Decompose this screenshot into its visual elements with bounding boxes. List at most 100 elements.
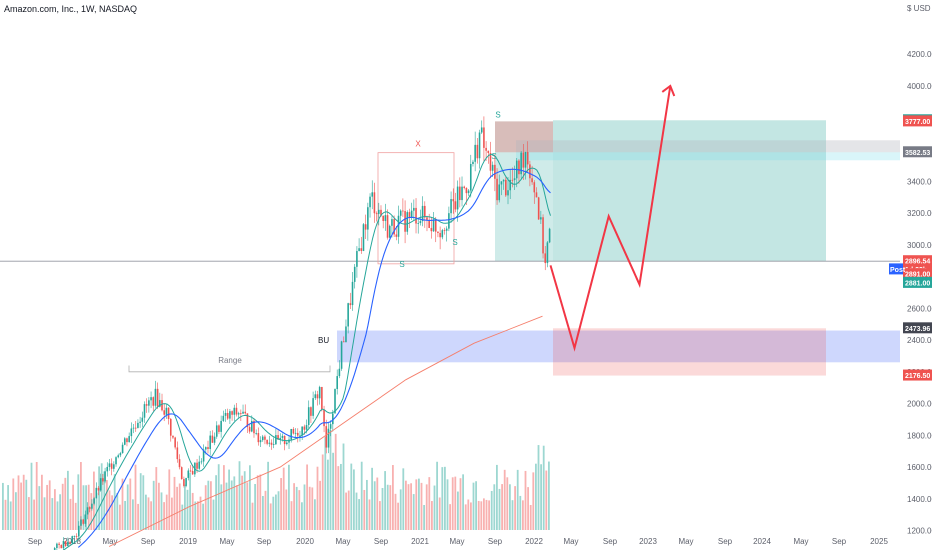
candle	[119, 453, 122, 456]
volume-bar	[20, 482, 22, 530]
y-tick-label: 1600.00	[907, 463, 932, 472]
volume-bar	[483, 498, 485, 530]
candle	[448, 213, 450, 229]
candle	[336, 376, 338, 390]
volume-bar	[288, 464, 290, 530]
candle	[167, 407, 170, 419]
candle	[478, 132, 481, 159]
volume-bar	[210, 481, 212, 530]
x-tick-label: Sep	[603, 537, 618, 546]
candle	[145, 404, 148, 406]
volume-bar	[545, 470, 548, 530]
candle	[316, 394, 319, 399]
projection-arrow-head	[661, 84, 676, 97]
candle	[169, 418, 172, 436]
candle	[388, 225, 391, 238]
volume-bar	[389, 485, 392, 530]
candle	[511, 179, 514, 181]
candle	[191, 470, 194, 475]
y-tick-label: 2400.00	[907, 336, 932, 345]
candle	[415, 207, 417, 224]
stop-zone	[553, 328, 826, 376]
y-tick-label: 3400.00	[907, 177, 932, 186]
volume-bar	[85, 485, 87, 530]
volume-bar	[98, 466, 100, 530]
price-label-text: 2881.00	[905, 280, 930, 287]
volume-bar	[4, 499, 7, 530]
volume-bar	[285, 489, 288, 530]
candle	[472, 161, 474, 164]
candle	[307, 407, 310, 426]
candle	[382, 215, 384, 221]
volume-bar	[433, 485, 436, 530]
candle	[485, 147, 487, 151]
volume-bar	[15, 492, 17, 530]
y-tick-label: 4000.00	[907, 82, 932, 91]
volume-bar	[405, 480, 407, 530]
x-tick-label: Sep	[28, 537, 43, 546]
volume-bar	[459, 478, 462, 530]
y-tick-label: 1800.00	[907, 431, 932, 440]
candle	[290, 428, 293, 440]
volume-bar	[272, 496, 275, 530]
candle	[463, 186, 466, 188]
volume-bar	[368, 499, 371, 530]
volume-bar	[54, 489, 56, 530]
volume-bar	[444, 466, 446, 530]
candle	[397, 215, 400, 237]
volume-bar	[168, 469, 171, 530]
candle	[299, 435, 301, 437]
candle	[391, 219, 393, 226]
candle	[222, 415, 225, 421]
candle	[489, 152, 492, 171]
x-tick-label: 2022	[525, 537, 543, 546]
volume-bar	[41, 474, 43, 530]
ema-slow-line	[77, 168, 551, 548]
candle	[259, 440, 262, 443]
volume-bar	[2, 482, 4, 530]
price-label-text: 2176.50	[905, 373, 930, 380]
candle	[524, 152, 527, 168]
volume-bar	[139, 473, 142, 530]
volume-bar	[126, 484, 129, 530]
candle	[428, 219, 430, 228]
candle	[540, 217, 542, 220]
candle	[205, 447, 207, 450]
candle	[546, 242, 549, 264]
volume-bar	[394, 493, 397, 530]
candle	[360, 248, 363, 251]
candle	[423, 205, 426, 218]
candle	[301, 426, 303, 436]
volume-bar	[386, 484, 389, 530]
volume-bar	[82, 485, 85, 530]
x-tick-label: 2024	[753, 537, 771, 546]
candle	[240, 413, 242, 414]
candle	[375, 213, 378, 215]
post-tag-text: Post	[890, 267, 906, 274]
candle	[419, 221, 422, 224]
volume-bar	[293, 483, 295, 530]
volume-bar	[529, 504, 532, 530]
volume-bar	[384, 471, 386, 530]
volume-bar	[496, 464, 498, 530]
volume-bar	[155, 467, 158, 530]
candle	[64, 540, 67, 547]
volume-bar	[308, 486, 311, 530]
volume-bar	[230, 480, 233, 530]
candle	[213, 436, 216, 443]
volume-bar	[241, 475, 243, 530]
candle	[496, 178, 498, 201]
candle	[224, 412, 227, 416]
volume-bar	[290, 501, 293, 530]
x-tick-label: 2023	[639, 537, 657, 546]
candle	[408, 212, 411, 217]
volume-bar	[103, 471, 106, 530]
volume-bar	[191, 492, 194, 530]
volume-bar	[142, 475, 145, 530]
candle	[71, 536, 74, 544]
candle	[95, 487, 98, 499]
volume-bar	[204, 485, 207, 530]
candle	[491, 164, 494, 171]
candle	[246, 413, 249, 428]
